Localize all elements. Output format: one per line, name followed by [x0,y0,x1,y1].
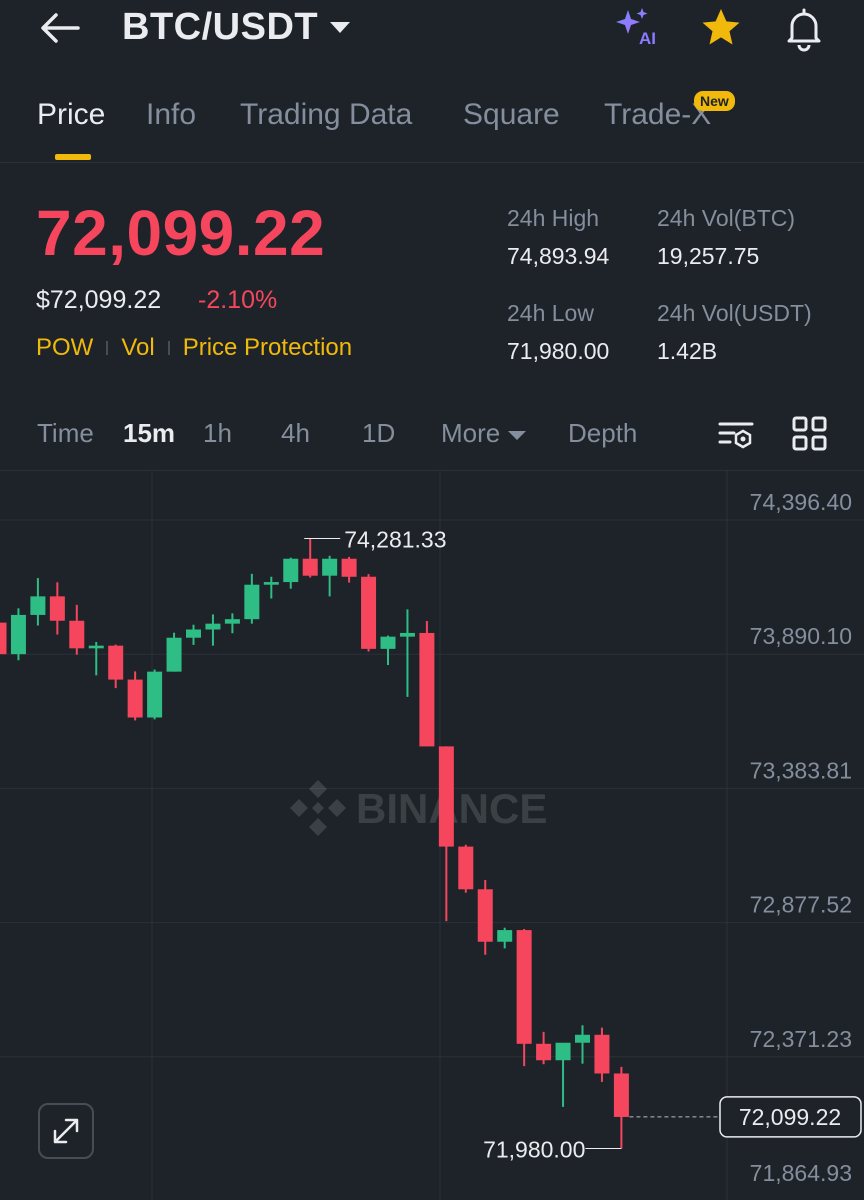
candle-body [399,632,415,637]
tab-trade-x[interactable]: Trade-X [604,98,712,131]
candle-body [30,596,46,615]
tab-depth[interactable]: Depth [568,418,638,448]
candle-body [205,623,221,630]
interval-15m[interactable]: 15m [123,418,176,448]
candle-body [477,889,493,942]
interval-time[interactable]: Time [37,418,94,448]
interval-1d[interactable]: 1D [362,418,396,448]
low-marker-label: 71,980.00 [483,1136,585,1162]
candle-body [555,1042,571,1061]
candle-body [69,620,85,649]
last-price-box [719,1096,862,1138]
tab-price[interactable]: Price [37,98,106,131]
candle-body [419,632,435,747]
chart-grid [0,471,864,1200]
tag-price-protection[interactable]: Price Protection [182,334,353,361]
high-marker-label: 74,281.33 [344,527,446,553]
y-axis-tick-label: 71,864.93 [750,1160,852,1186]
candle-body [186,629,201,638]
tab-info[interactable]: Info [146,98,197,131]
interval-more-label: More [441,418,501,448]
candle-body [283,558,299,583]
stat-vol-usdt-label: 24h Vol(USDT) [657,300,812,326]
candle-body [147,671,163,718]
candle-body [302,558,318,576]
tag-divider [167,341,170,355]
candles [0,538,629,1149]
ai-label: AI [639,29,656,48]
candle-body [536,1043,552,1061]
tag-divider [106,341,109,355]
star-icon[interactable] [697,4,745,52]
candle-body [49,596,65,621]
y-axis-tick-label: 72,371.23 [750,1026,852,1052]
candle-body [516,930,532,1044]
candle-body [224,619,240,624]
active-tab-indicator [55,154,91,160]
usd-price: $72,099.22 [36,286,162,314]
candle-body [361,576,377,649]
candle-body [166,637,182,672]
tag-pow[interactable]: POW [36,334,94,361]
candle-body [10,614,26,655]
candle-body [575,1034,590,1043]
chart-markers: 74,281.33 71,980.00 72,099.22 [304,527,862,1162]
y-axis-tick-label: 72,877.52 [750,892,852,918]
expand-chart-button[interactable] [38,1103,94,1159]
stat-high-label: 24h High [507,205,600,231]
candle-body [322,558,338,576]
chevron-down-icon [330,22,351,33]
tab-bar: Price Info Trading Data Square Trade-X [0,90,864,163]
tab-trading-data[interactable]: Trading Data [240,98,413,131]
candle-body [88,645,104,649]
y-axis-tick-label: 73,890.10 [750,623,852,649]
indicator-settings-icon[interactable] [714,412,758,456]
candle-body [263,582,279,585]
pair-label: BTC/USDT [122,6,319,48]
pair-selector[interactable]: BTC/USDT [122,6,351,49]
top-bar: BTC/USDT AI [0,0,864,60]
stat-high-value: 74,893.94 [507,243,610,269]
layout-grid-icon[interactable] [788,412,832,456]
interval-bar: Time 15m 1h 4h 1D More Depth [0,404,864,471]
tab-square[interactable]: Square [463,98,560,131]
candle-body [0,622,7,655]
candle-body [244,584,260,620]
stat-low-label: 24h Low [507,300,594,326]
candle-body [613,1073,629,1117]
candle-body [458,846,474,890]
y-axis-labels: 74,396.40 73,890.10 73,383.81 72,877.52 72,3… [750,489,852,1186]
candle-body [127,679,143,718]
candle-body [341,558,357,577]
tag-row: POW Vol Price Protection [36,334,352,362]
candle-body [108,645,124,680]
candle-body [497,930,513,942]
stat-low-value: 71,980.00 [507,338,610,364]
expand-icon [53,1118,79,1144]
last-price-label: 72,099.22 [739,1104,841,1130]
interval-1h[interactable]: 1h [203,418,232,448]
tag-vol[interactable]: Vol [121,334,155,361]
price-change-percent: -2.10% [198,286,278,314]
new-badge: New [694,91,735,111]
interval-4h[interactable]: 4h [281,418,310,448]
y-axis-tick-label: 73,383.81 [750,757,852,783]
stat-vol-btc-label: 24h Vol(BTC) [657,205,796,231]
stat-vol-usdt-value: 1.42B [657,338,718,364]
last-price: 72,099.22 [36,197,326,269]
stat-vol-btc-value: 19,257.75 [657,243,760,269]
candle-body [380,636,396,649]
ai-sparkle-icon[interactable]: AI [612,4,660,52]
y-axis-tick-label: 74,396.40 [750,489,852,515]
interval-more[interactable]: More [441,418,527,449]
bell-icon[interactable] [780,4,828,52]
candle-body [594,1034,610,1074]
candle-body [438,746,454,847]
back-arrow-icon[interactable] [38,10,82,46]
caret-down-icon [508,430,527,440]
